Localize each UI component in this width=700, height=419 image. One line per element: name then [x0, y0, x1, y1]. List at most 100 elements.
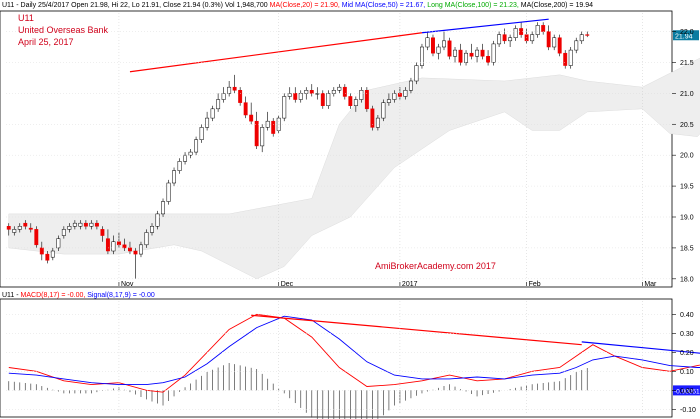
candle	[183, 152, 188, 165]
candle-body	[508, 37, 513, 42]
candle-body	[568, 49, 573, 66]
candle	[6, 223, 11, 236]
candle-body	[480, 49, 485, 57]
candle-body	[342, 86, 347, 97]
candle-body	[150, 226, 154, 233]
candle	[39, 241, 44, 261]
candle	[45, 251, 50, 264]
candle	[359, 87, 364, 103]
header-segment: Signal(8,17,9) = -0.00	[87, 292, 155, 299]
candle-body	[50, 250, 55, 258]
candle-body	[408, 80, 413, 91]
candle	[375, 115, 380, 131]
candle-body	[436, 46, 441, 54]
candle-body	[133, 250, 138, 255]
candle	[585, 31, 590, 38]
candle	[254, 111, 259, 149]
candle-body	[464, 52, 468, 63]
macd-value-label: -0.00051	[674, 388, 700, 395]
candle-body	[177, 161, 182, 171]
candle-body	[221, 93, 226, 100]
macd-trendline	[251, 314, 582, 346]
header-segment: MA(Close,20) = 21.90,	[270, 2, 342, 9]
y-tick-label: 0.10	[680, 369, 694, 376]
candle-body	[139, 244, 143, 255]
candle	[568, 47, 573, 69]
candle-body	[304, 90, 309, 94]
candle	[408, 77, 413, 94]
candle	[530, 31, 535, 44]
candle	[309, 84, 314, 97]
candle	[579, 31, 584, 44]
candle-body	[535, 25, 540, 35]
candle	[508, 34, 513, 47]
candle	[50, 247, 55, 261]
candle-body	[34, 229, 39, 246]
candle-body	[12, 229, 17, 233]
candle-body	[475, 49, 480, 57]
candle	[320, 90, 325, 109]
candle-body	[420, 46, 424, 66]
candle-body	[447, 40, 452, 57]
macd-plot: -0.00051	[8, 313, 700, 419]
candle	[232, 74, 237, 94]
candle	[139, 241, 143, 258]
y-tick-label: 21.0	[680, 91, 694, 98]
candle	[563, 50, 568, 69]
candle-body	[100, 229, 105, 236]
candle-body	[83, 222, 88, 227]
candle-body	[194, 139, 199, 153]
candle-body	[161, 201, 165, 215]
signal-line	[8, 315, 700, 386]
candle-body	[72, 222, 77, 227]
candle-body	[128, 247, 132, 252]
candle-body	[557, 37, 562, 54]
macd-header: U11 - MACD(8,17) = -0.00, Signal(8,17,9)…	[2, 292, 155, 299]
candle-body	[497, 34, 502, 45]
candle	[150, 223, 154, 236]
candle-body	[17, 226, 22, 230]
candle	[348, 93, 353, 109]
candle	[199, 124, 204, 143]
chart-date: April 25, 2017	[18, 37, 74, 47]
candle	[188, 149, 193, 159]
candle	[364, 87, 369, 112]
candle-body	[585, 34, 590, 36]
candle-body	[386, 99, 391, 103]
x-tick-label: Dec	[281, 281, 294, 288]
candle	[431, 34, 435, 57]
candle-body	[486, 56, 491, 63]
candle	[497, 31, 502, 47]
candle	[458, 43, 463, 66]
candle-body	[166, 182, 171, 202]
price-panel-frame	[0, 10, 673, 288]
y-tick-label: 0.40	[680, 312, 694, 319]
candle	[420, 43, 424, 69]
candle	[552, 34, 557, 51]
y-tick-label: 0.00	[680, 388, 694, 395]
candle-body	[227, 86, 232, 94]
candle-body	[309, 90, 314, 94]
price-header: U11 - Daily 25/4/2017 Open 21.98, Hi 22,…	[2, 2, 593, 9]
candle-body	[381, 102, 386, 119]
candle-body	[298, 93, 303, 100]
candle-body	[28, 227, 33, 230]
candle-body	[513, 28, 518, 38]
candle	[436, 43, 441, 60]
candle-body	[144, 232, 149, 246]
chart-company: United Overseas Bank	[18, 25, 109, 35]
candle	[326, 90, 331, 109]
header-segment: Mid MA(Close,50) = 21.67,	[342, 2, 427, 9]
candle-body	[45, 253, 50, 261]
candle-body	[23, 222, 28, 227]
candle	[122, 238, 127, 251]
candle-body	[39, 247, 44, 255]
candle-body	[530, 34, 535, 42]
price-trendline	[421, 18, 549, 34]
y-tick-label: 20.0	[680, 153, 694, 160]
candle-body	[563, 52, 568, 66]
candle-body	[172, 170, 176, 184]
candle-body	[320, 93, 325, 106]
y-tick-label: 0.30	[680, 331, 694, 338]
candle	[17, 223, 22, 233]
